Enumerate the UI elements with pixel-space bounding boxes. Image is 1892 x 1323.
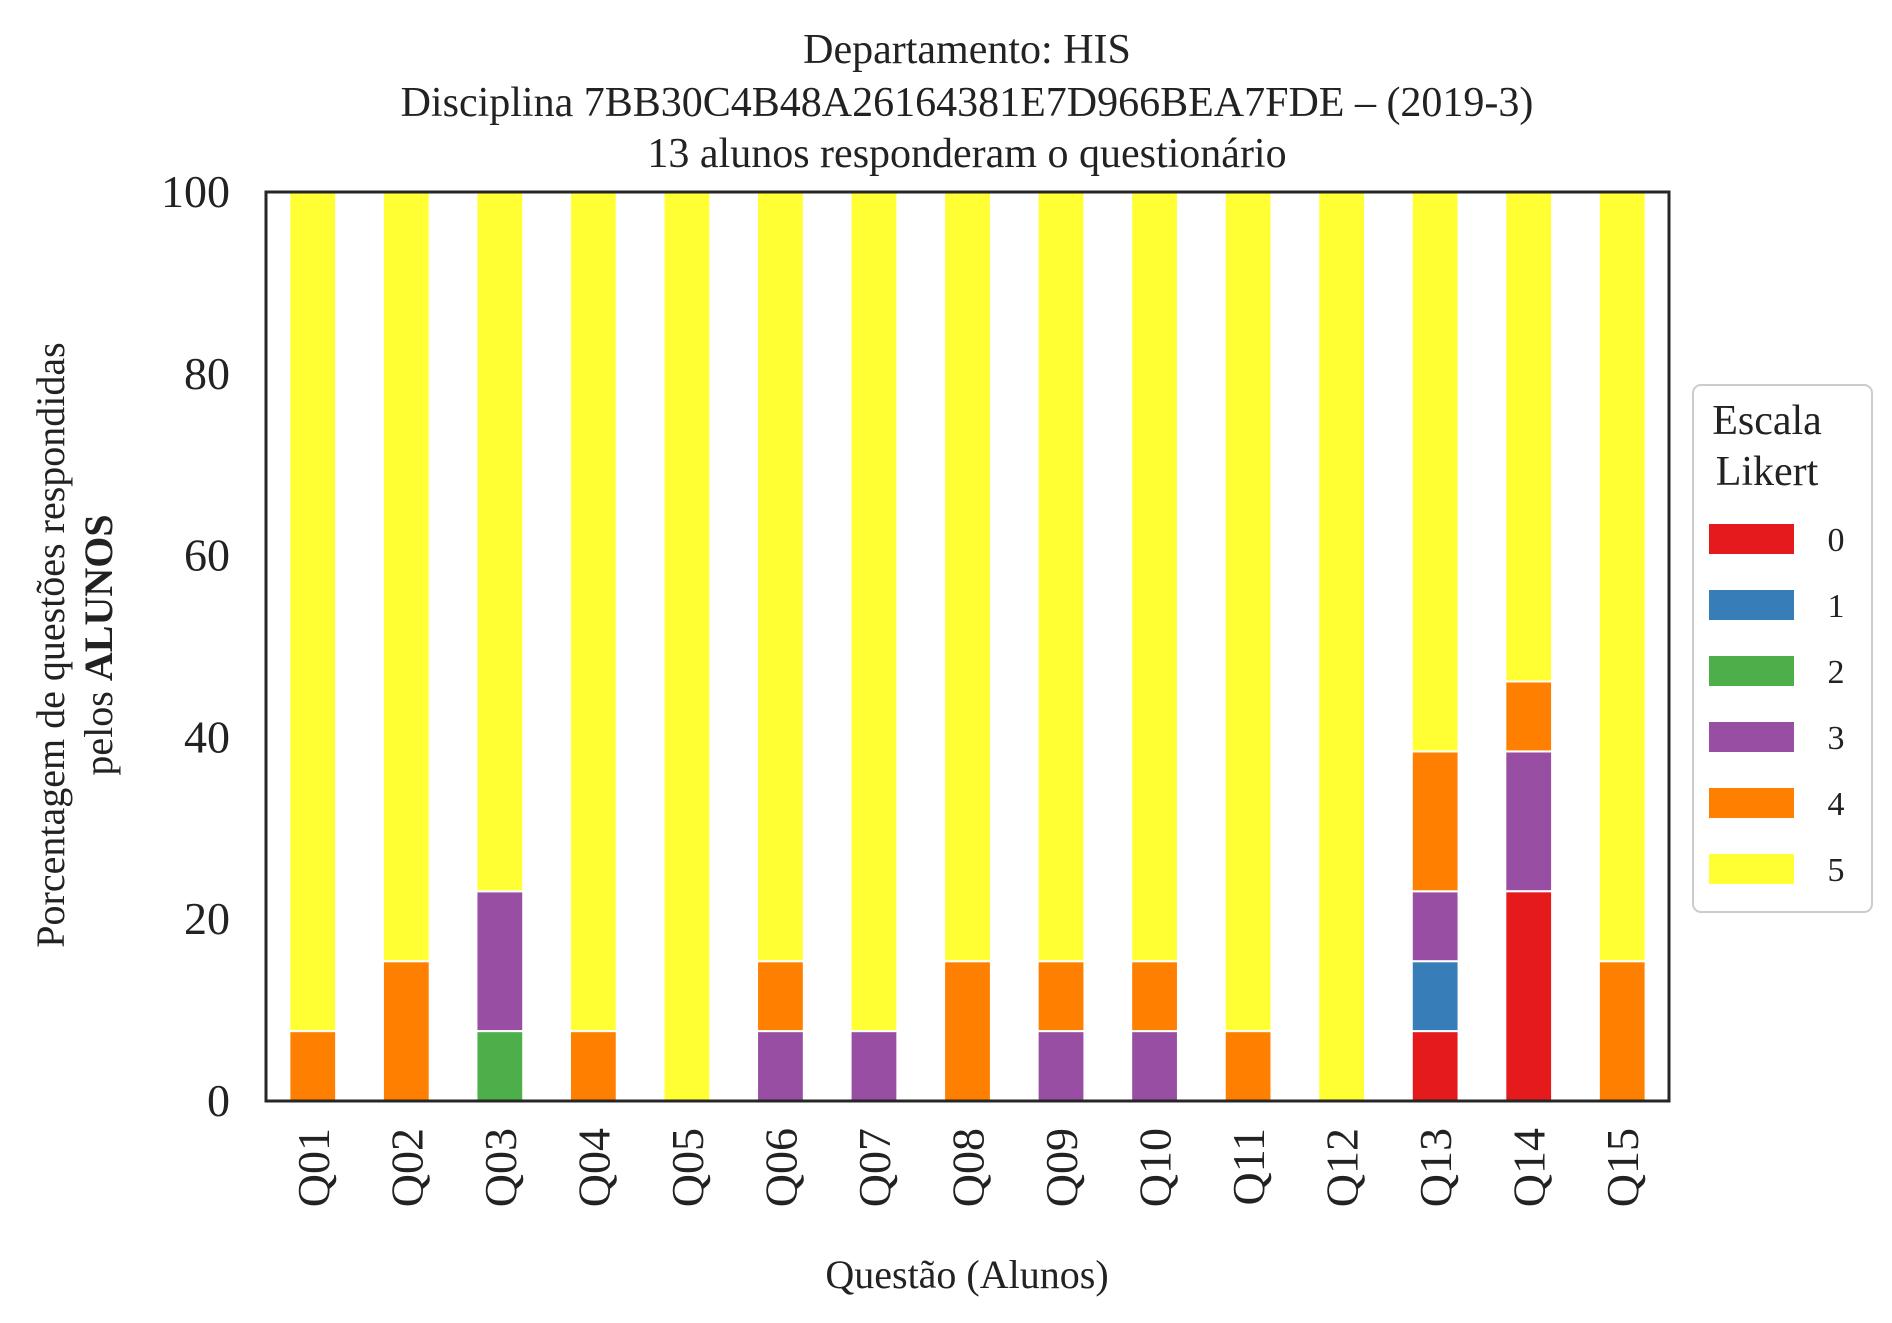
legend-title-line-2: Likert — [1716, 449, 1819, 495]
legend-swatch-0 — [1709, 524, 1794, 554]
legend-swatch-4 — [1709, 788, 1794, 818]
bar-q05-likert-5 — [662, 191, 712, 1102]
x-axis-label: Questão (Alunos) — [825, 1252, 1108, 1297]
legend: Escala Likert 0 1 2 3 4 5 — [1692, 384, 1873, 913]
x-tick-label-q12: Q12 — [1317, 1128, 1368, 1207]
y-axis-label-prefix: pelos — [76, 681, 121, 775]
x-tick-label-q08: Q08 — [943, 1128, 994, 1207]
chart-title: Departamento: HIS Disciplina 7BB30C4B48A… — [401, 27, 1534, 177]
plot-frame — [264, 190, 1671, 1103]
bar-q06-likert-3 — [756, 1030, 805, 1102]
bar-q13-likert-4 — [1410, 750, 1460, 893]
bar-q03-likert-3 — [475, 890, 525, 1033]
bar-q13-likert-3 — [1410, 890, 1460, 963]
bar-q04-likert-4 — [568, 1030, 618, 1102]
x-tick-label-q10: Q10 — [1130, 1128, 1181, 1207]
legend-swatch-1 — [1709, 590, 1794, 620]
bar-q10-likert-5 — [1130, 191, 1179, 963]
legend-label-0: 0 — [1828, 522, 1845, 559]
bar-q14-likert-4 — [1504, 680, 1554, 753]
bar-q14-likert-0 — [1504, 890, 1554, 1103]
legend-swatch-2 — [1709, 656, 1794, 686]
bar-q03-likert-5 — [475, 191, 525, 893]
legend-label-2: 2 — [1828, 654, 1845, 691]
bar-q10-likert-4 — [1130, 960, 1179, 1033]
y-tick-label: 80 — [184, 348, 230, 399]
y-tick-label: 40 — [184, 711, 230, 762]
bar-q11-likert-4 — [1223, 1030, 1273, 1102]
bars-layer — [288, 191, 1647, 1103]
bar-q13-likert-0 — [1410, 1030, 1460, 1102]
bar-q06-likert-4 — [756, 960, 805, 1033]
bar-q13-likert-5 — [1410, 191, 1460, 753]
legend-label-3: 3 — [1828, 720, 1845, 757]
y-axis-ticks: 0 20 40 60 80 100 — [161, 166, 230, 1126]
y-axis-label-line-1: Porcentagem de questões respondidas — [28, 342, 73, 947]
title-line-1: Departamento: HIS — [803, 27, 1131, 73]
y-axis-label-bold: ALUNOS — [76, 514, 121, 681]
bar-q02-likert-5 — [381, 191, 431, 963]
x-tick-label-q04: Q04 — [568, 1128, 619, 1207]
legend-title-line-1: Escala — [1712, 398, 1822, 444]
x-tick-label-q07: Q07 — [849, 1128, 900, 1207]
bar-q09-likert-4 — [1036, 960, 1086, 1033]
x-tick-label-q01: Q01 — [288, 1128, 339, 1207]
legend-label-5: 5 — [1828, 852, 1845, 889]
x-tick-label-q15: Q15 — [1597, 1128, 1648, 1207]
bar-q07-likert-5 — [849, 191, 899, 1033]
bar-q04-likert-5 — [568, 191, 618, 1033]
legend-label-4: 4 — [1828, 786, 1845, 823]
title-line-3: 13 alunos responderam o questionário — [647, 131, 1286, 177]
y-tick-label: 20 — [184, 893, 230, 944]
bar-q01-likert-4 — [288, 1030, 338, 1102]
bar-q07-likert-3 — [849, 1030, 899, 1102]
x-axis-ticks: Q01 Q02 Q03 Q04 Q05 Q06 Q07 Q08 Q09 Q10 Q11 Q12 Q13 Q… — [288, 1128, 1648, 1207]
y-tick-label: 100 — [161, 166, 230, 217]
legend-swatch-5 — [1709, 854, 1794, 884]
bar-q12-likert-5 — [1317, 191, 1367, 1102]
legend-swatch-3 — [1709, 722, 1794, 752]
title-line-2: Disciplina 7BB30C4B48A26164381E7D966BEA7… — [401, 80, 1534, 126]
x-tick-label-q05: Q05 — [662, 1128, 713, 1207]
bar-q15-likert-4 — [1597, 960, 1647, 1103]
bar-q01-likert-5 — [288, 191, 338, 1033]
x-tick-label-q09: Q09 — [1036, 1128, 1087, 1207]
bar-q10-likert-3 — [1130, 1030, 1179, 1102]
y-tick-label: 0 — [207, 1075, 230, 1126]
legend-entries: 0 1 2 3 4 5 — [1709, 522, 1845, 889]
x-tick-label-q06: Q06 — [755, 1128, 806, 1207]
bar-q13-likert-1 — [1410, 960, 1460, 1033]
legend-label-1: 1 — [1828, 588, 1845, 625]
bar-q09-likert-3 — [1036, 1030, 1086, 1102]
bar-q09-likert-5 — [1036, 191, 1086, 963]
bar-q14-likert-3 — [1504, 750, 1554, 893]
x-tick-label-q02: Q02 — [381, 1128, 432, 1207]
bar-q14-likert-5 — [1504, 191, 1554, 683]
x-tick-label-q13: Q13 — [1410, 1128, 1461, 1207]
x-tick-label-q03: Q03 — [475, 1128, 526, 1207]
bar-q06-likert-5 — [756, 191, 805, 963]
bar-q08-likert-4 — [943, 960, 992, 1103]
bar-q02-likert-4 — [381, 960, 431, 1103]
y-tick-label: 60 — [184, 530, 230, 581]
bar-q03-likert-2 — [475, 1030, 525, 1102]
y-axis-label-line-2: pelos ALUNOS — [76, 514, 121, 775]
y-axis-label: Porcentagem de questões respondidas pelo… — [28, 342, 121, 947]
bar-q15-likert-5 — [1597, 191, 1647, 963]
legend-frame — [1692, 384, 1873, 913]
bar-q11-likert-5 — [1223, 191, 1273, 1033]
x-tick-label-q14: Q14 — [1504, 1128, 1555, 1207]
x-tick-label-q11: Q11 — [1223, 1128, 1274, 1206]
bar-q08-likert-5 — [943, 191, 992, 963]
